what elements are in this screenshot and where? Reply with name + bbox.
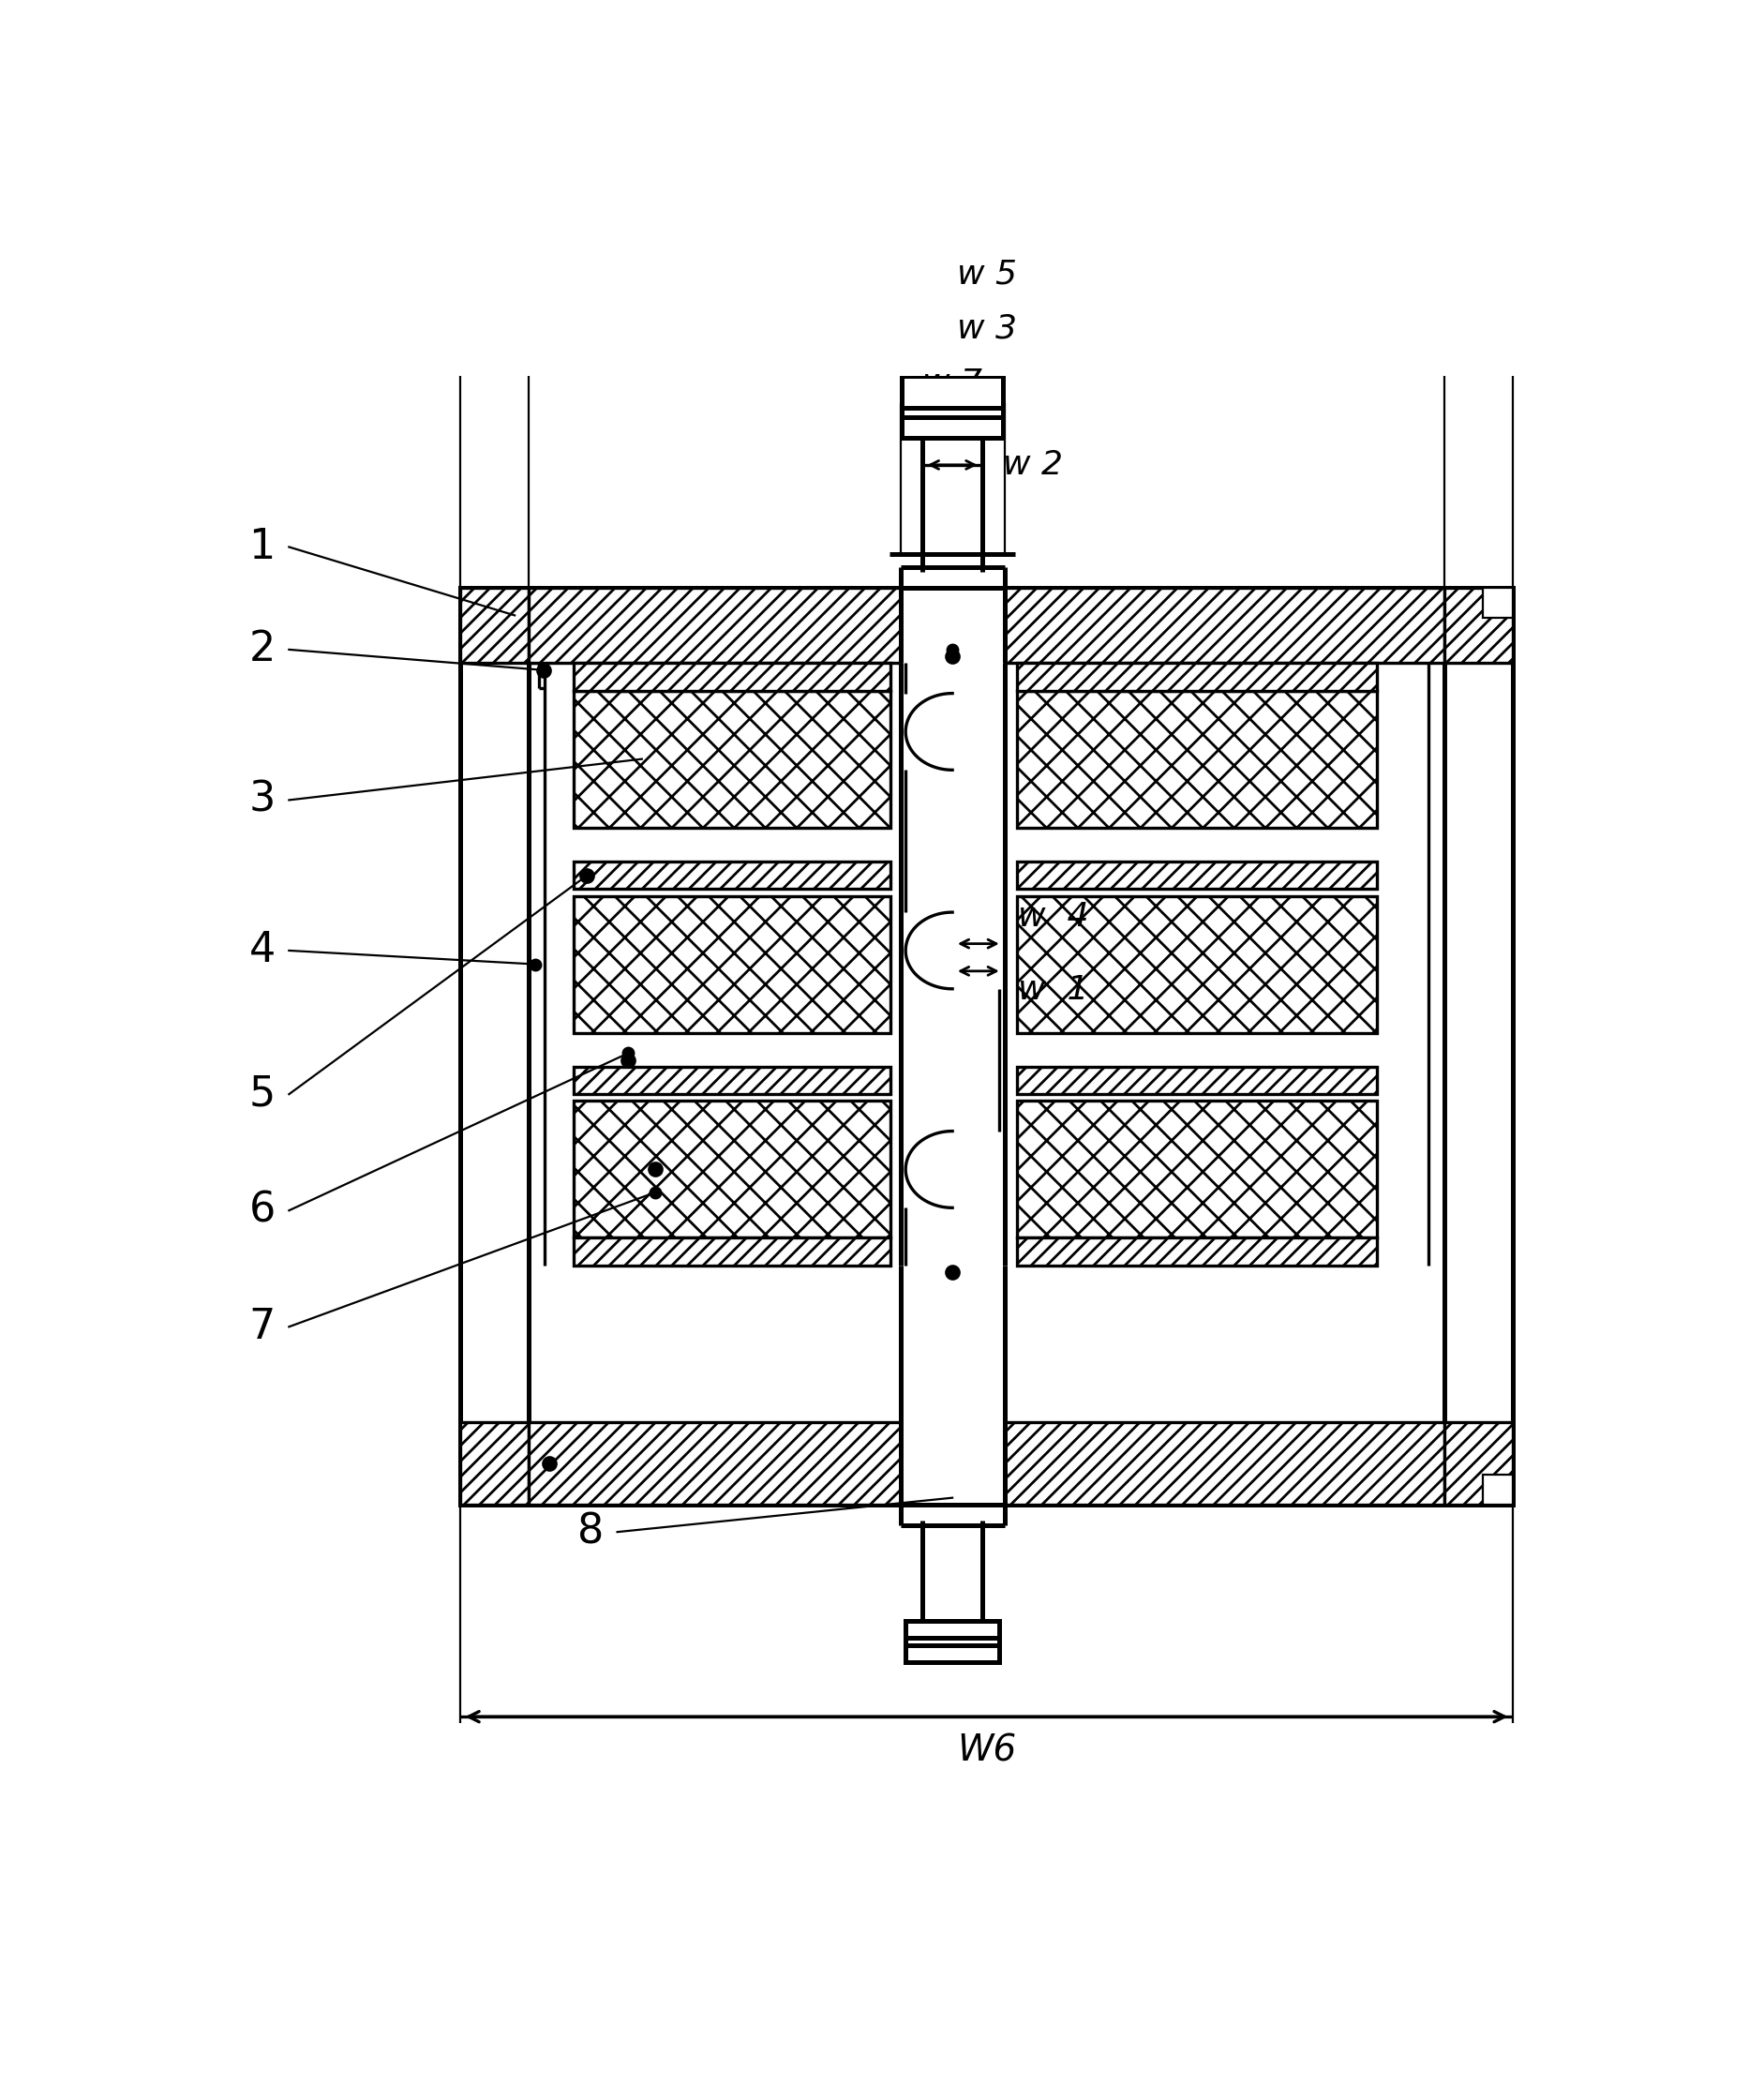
Text: w  4: w 4 [1018,900,1088,932]
Text: 4: 4 [249,930,275,970]
Bar [901,376,1002,437]
Bar [1482,1473,1512,1505]
Bar [573,1102,891,1238]
Bar [1445,588,1512,1505]
Bar [1016,861,1376,890]
Bar [1016,896,1376,1033]
Bar [460,588,527,663]
Bar [573,1238,891,1266]
Bar [1016,663,1376,691]
Text: 8: 8 [577,1511,603,1551]
Bar [905,1620,998,1662]
Bar [1016,691,1376,827]
Bar [527,1423,900,1505]
Text: 7: 7 [249,1306,275,1348]
Text: w 3: w 3 [956,313,1016,344]
Text: w 5: w 5 [956,258,1016,290]
Bar [573,663,891,691]
Bar [573,896,891,1033]
Bar [573,861,891,890]
Bar [460,588,527,1505]
Bar [1004,1423,1445,1505]
Text: w 7: w 7 [923,367,983,399]
Text: W6: W6 [956,1734,1016,1769]
Bar [573,691,891,827]
Bar [1445,1423,1512,1505]
Bar [527,588,900,663]
Text: 1: 1 [249,527,275,567]
Bar [1004,588,1445,663]
Text: 2: 2 [249,630,275,670]
Text: 6: 6 [249,1190,275,1230]
Bar [1482,588,1512,617]
Bar [1016,1102,1376,1238]
Text: 3: 3 [249,781,275,821]
Text: 5: 5 [249,1075,275,1115]
Bar [1445,588,1512,663]
Bar [1016,1066,1376,1094]
Bar [1016,1238,1376,1266]
Text: w 2: w 2 [1002,449,1062,481]
Text: w  1: w 1 [1018,974,1088,1005]
Bar [460,1423,527,1505]
Bar [573,1066,891,1094]
